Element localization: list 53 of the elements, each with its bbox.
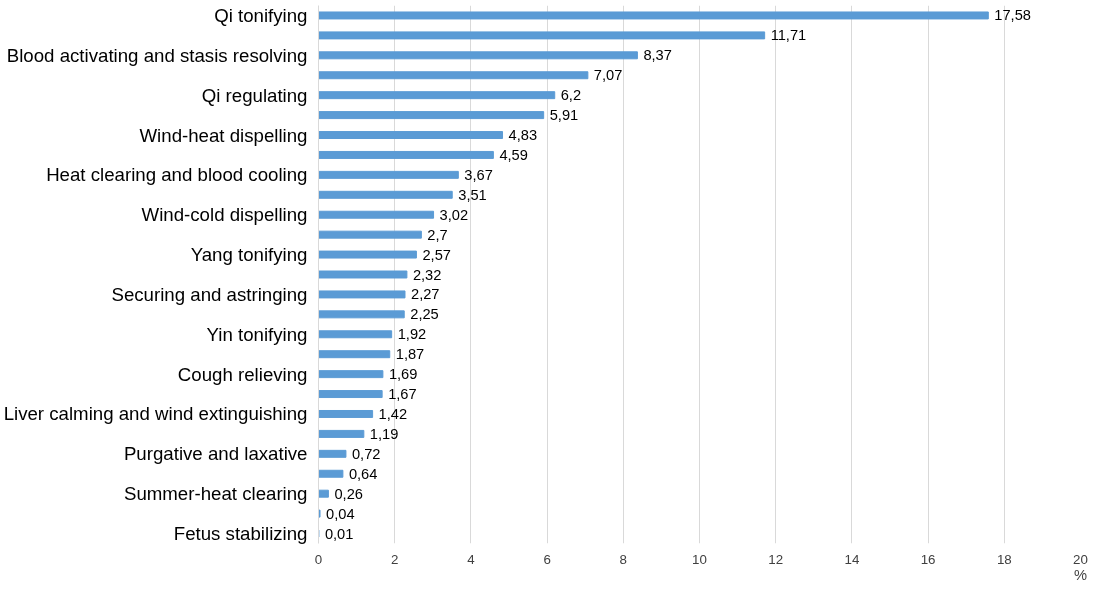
data-label: 1,87	[395, 346, 425, 363]
data-label: 3,51	[458, 186, 487, 203]
data-label: 17,58	[994, 7, 1031, 24]
data-label: 4,59	[499, 146, 528, 163]
data-label: 1,69	[388, 366, 418, 383]
data-label: 0,04	[326, 505, 355, 522]
y-tick-label: Wind-heat dispelling	[139, 124, 308, 146]
data-label: 1,67	[388, 386, 417, 403]
data-label: 7,07	[593, 67, 623, 84]
data-label: 2,32	[412, 266, 442, 283]
y-tick-label: Wind-cold dispelling	[141, 204, 308, 226]
y-tick-label: Fetus stabilizing	[173, 523, 308, 545]
x-tick-label: 0	[314, 551, 323, 567]
y-tick-label: Heat clearing and blood cooling	[46, 164, 308, 186]
data-label: 2,7	[427, 226, 448, 243]
y-tick-label: Blood activating and stasis resolving	[6, 44, 308, 66]
x-tick-label: 20	[1073, 551, 1088, 567]
y-tick-label: Qi regulating	[201, 84, 308, 106]
data-label: 1,92	[397, 326, 427, 343]
x-tick-label: 12	[768, 551, 784, 567]
y-tick-label: Yang tonifying	[190, 244, 308, 266]
data-label: 1,42	[378, 405, 408, 422]
data-label: 2,27	[410, 286, 440, 303]
y-tick-label: Purgative and laxative	[123, 443, 308, 465]
y-tick-label: Liver calming and wind extinguishing	[3, 403, 308, 425]
y-tick-label: Cough relieving	[177, 363, 308, 385]
x-tick-label: 16	[920, 551, 936, 567]
data-label: 0,26	[334, 485, 363, 502]
data-label: 5,91	[549, 107, 579, 124]
x-tick-label: 18	[996, 551, 1012, 567]
data-label: 0,64	[348, 465, 378, 482]
data-label: 6,2	[560, 87, 582, 104]
x-tick-label: 6	[543, 551, 551, 567]
y-tick-label: Yin tonifying	[206, 323, 308, 345]
data-label: 8,37	[643, 47, 672, 64]
x-tick-label: 4	[467, 551, 476, 567]
y-tick-label: Summer-heat clearing	[123, 483, 308, 505]
x-tick-label: 2	[390, 551, 399, 567]
y-tick-label: Securing and astringing	[111, 283, 308, 305]
data-label: 3,67	[464, 166, 493, 183]
data-label: 3,02	[439, 206, 469, 223]
x-tick-label: 8	[619, 551, 628, 567]
data-label: 4,83	[508, 127, 538, 144]
y-tick-label: Qi tonifying	[214, 4, 308, 26]
data-label: 1,19	[369, 425, 399, 442]
data-label: 2,57	[422, 246, 451, 263]
data-label: 2,25	[410, 306, 439, 323]
data-label: 11,71	[770, 27, 807, 44]
x-axis-title: %	[1073, 566, 1088, 583]
x-tick-label: 14	[844, 551, 860, 567]
data-label: 0,01	[324, 525, 354, 542]
x-tick-label: 10	[692, 551, 707, 567]
data-label: 0,72	[351, 445, 381, 462]
